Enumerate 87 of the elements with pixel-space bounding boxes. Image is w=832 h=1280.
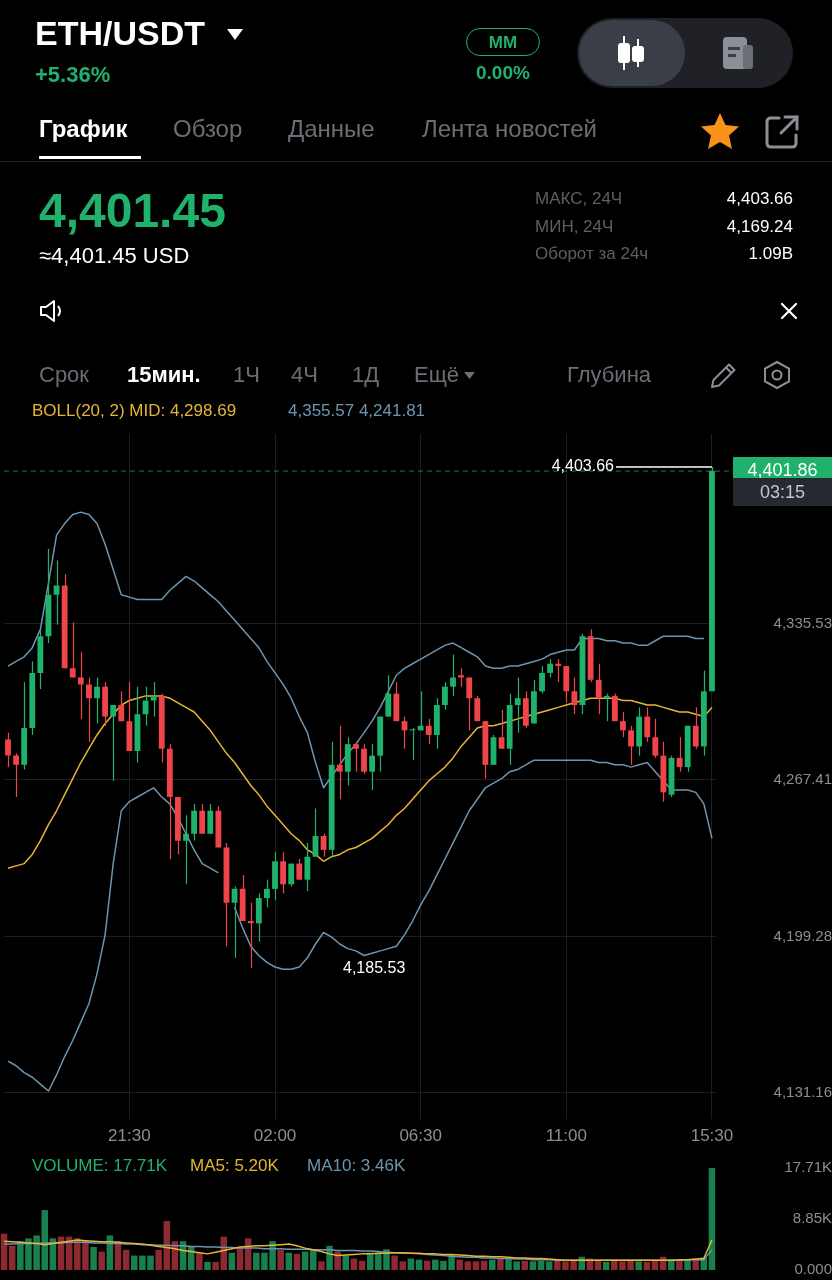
x-tick-label: 02:00	[253, 1126, 297, 1146]
bar	[350, 1258, 358, 1270]
bar	[8, 1245, 16, 1270]
text: Обзор	[173, 115, 243, 143]
text: 1Ч	[233, 362, 260, 388]
bar	[684, 1259, 691, 1270]
bar	[651, 1260, 659, 1270]
annotation: 4,185.53	[343, 959, 406, 977]
bar	[122, 1249, 130, 1270]
bar	[456, 1259, 463, 1270]
text: ≈4,401.45 USD	[39, 243, 190, 269]
text: 03:15	[759, 482, 806, 502]
bar	[497, 1258, 504, 1270]
bar	[643, 1261, 651, 1270]
bar	[407, 1258, 415, 1270]
y-tick-label: 4,267.41	[773, 770, 832, 788]
text: Срок	[39, 362, 89, 388]
text: Оборот за 24ч	[535, 244, 649, 264]
text: МАКС, 24Ч	[535, 189, 623, 209]
y-tick-label: 0.000	[794, 1260, 832, 1278]
text: МИН, 24Ч	[535, 217, 614, 237]
candlestick	[458, 667, 465, 688]
chart-subtitle: +5.36%	[35, 62, 111, 88]
bar	[472, 1261, 480, 1270]
bar	[293, 1253, 301, 1270]
bar	[318, 1261, 325, 1270]
text: 0.00%	[476, 62, 530, 84]
bar	[415, 1259, 423, 1270]
annotation: MA10: 3.46K	[307, 1156, 406, 1176]
y-tick-label: 4,335.53	[773, 613, 832, 631]
bar	[692, 1259, 699, 1270]
text: Данные	[288, 115, 375, 143]
text: График	[39, 115, 128, 143]
bar	[196, 1252, 203, 1270]
text: 4,355.57 4,241.81	[288, 401, 426, 421]
y-tick-label: 8.85K	[792, 1209, 832, 1227]
bar	[464, 1261, 472, 1270]
x-tick-label: 21:30	[108, 1126, 151, 1146]
bar	[228, 1252, 236, 1270]
bar	[334, 1251, 341, 1270]
bar	[676, 1260, 683, 1270]
bar	[285, 1252, 293, 1270]
text: 4,169.24	[725, 217, 793, 237]
text: 4,401.45	[39, 183, 226, 238]
text: MM	[466, 28, 540, 56]
bar	[602, 1261, 610, 1270]
bar	[98, 1251, 105, 1270]
text: Ещё	[414, 362, 460, 388]
annotation: 4,403.66	[551, 457, 615, 475]
bar	[529, 1261, 537, 1270]
text: 4Ч	[291, 362, 318, 388]
text: 15мин.	[127, 362, 201, 388]
bar	[90, 1246, 97, 1270]
bar	[521, 1260, 529, 1270]
bar	[594, 1260, 602, 1270]
candlestick	[110, 704, 117, 782]
bar	[155, 1249, 162, 1270]
bar	[423, 1260, 431, 1270]
annotation: MA5: 5.20K	[190, 1156, 279, 1176]
annotation: VOLUME: 17.71K	[32, 1156, 168, 1176]
bar	[358, 1260, 366, 1270]
ref-line-label: 4,401.86	[747, 460, 818, 481]
x-tick-label: 15:30	[690, 1126, 734, 1146]
bar	[635, 1261, 642, 1270]
bar	[310, 1249, 317, 1270]
text: 1Д	[352, 362, 380, 388]
bar	[204, 1261, 211, 1270]
bar	[277, 1249, 284, 1270]
y-tick-label: 4,199.28	[773, 926, 832, 944]
text: BOLL(20, 2) MID: 4,298.69	[32, 401, 237, 421]
text: Лента новостей	[422, 115, 597, 143]
candlestick	[353, 741, 359, 773]
x-tick-label: 06:30	[399, 1126, 442, 1146]
bar	[489, 1259, 496, 1270]
text: 4,403.66	[726, 189, 793, 208]
text: Глубина	[567, 362, 652, 388]
bar	[480, 1260, 488, 1270]
text: 1.09B	[748, 244, 793, 263]
bar	[537, 1260, 545, 1270]
y-tick-label: 17.71K	[784, 1158, 832, 1176]
y-tick-label: 4,131.16	[773, 1083, 832, 1101]
x-tick-label: 11:00	[545, 1126, 587, 1146]
bar	[545, 1261, 553, 1270]
chart-title: ETH/USDT	[35, 14, 205, 53]
bar	[668, 1259, 675, 1270]
candlestick	[69, 621, 76, 679]
bar	[301, 1251, 309, 1270]
